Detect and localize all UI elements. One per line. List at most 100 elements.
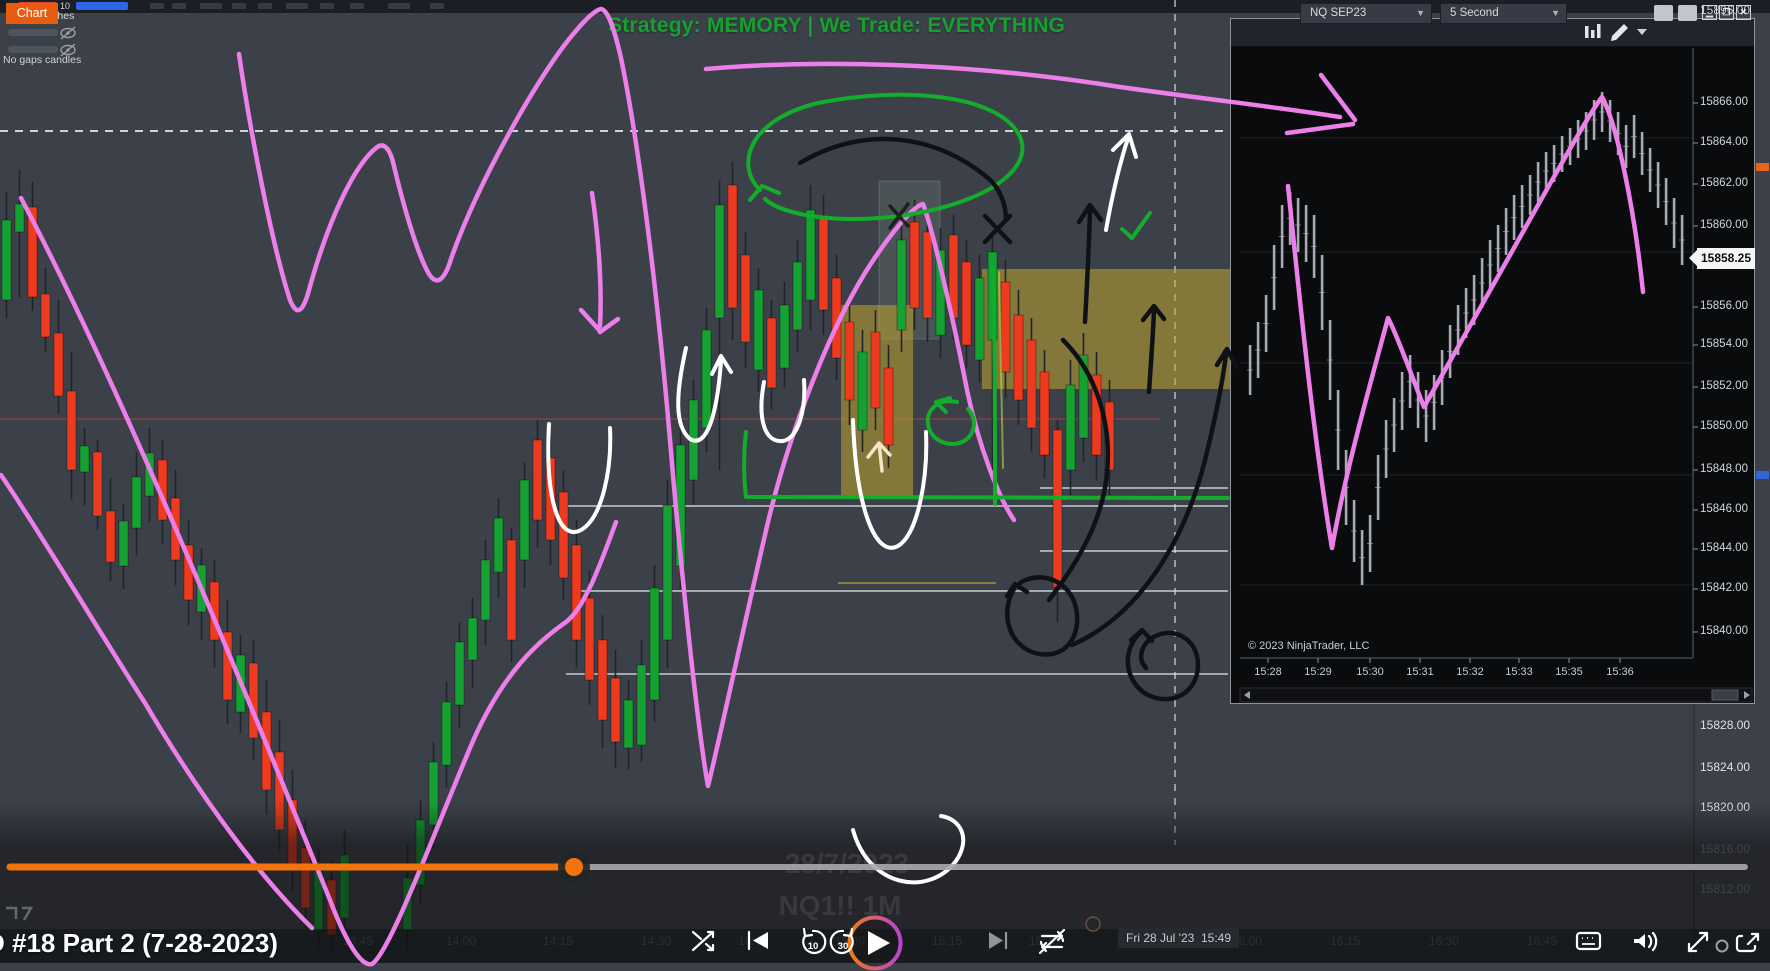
candle (948, 215, 959, 340)
video-title-clipped: D (0, 928, 5, 959)
candle (961, 240, 972, 368)
white-u-left (546, 422, 613, 534)
toolbar-icon[interactable] (320, 3, 334, 9)
candle (1000, 260, 1011, 398)
interval-value: 5 Second (1450, 7, 1499, 19)
candle (766, 300, 777, 410)
toolbar-icon[interactable] (172, 3, 186, 9)
hidden-indicator-row (8, 29, 58, 36)
instrument-dropdown[interactable]: NQ SEP23 ▼ (1300, 3, 1432, 24)
candle (506, 528, 517, 662)
candle (79, 428, 90, 505)
candle (597, 615, 608, 748)
candle (857, 330, 868, 452)
toolbar-icon[interactable] (232, 3, 246, 9)
toolbar-icon[interactable] (430, 3, 444, 9)
green-vline (991, 266, 997, 506)
white-hook-b (759, 378, 807, 444)
panel-button[interactable] (1654, 5, 1673, 21)
pink-w-and-v (236, 6, 1017, 789)
video-watermark-symbol: NQ1!! 1M (778, 890, 902, 921)
candle (753, 268, 764, 392)
candle (805, 185, 816, 330)
mini-price-label: 15860.00 (1700, 219, 1748, 231)
candle (818, 195, 829, 335)
candle (688, 380, 699, 505)
panel-button[interactable] (1678, 5, 1697, 21)
mini-price-label: 15840.00 (1700, 625, 1748, 637)
candle (1013, 290, 1024, 425)
black-up-arrow-2 (1140, 303, 1167, 395)
toolbar-blue-button[interactable] (76, 2, 128, 10)
chevron-down-icon: ▼ (1416, 8, 1425, 18)
candle (441, 682, 452, 788)
candle (623, 680, 634, 770)
green-support-line (742, 430, 1230, 500)
white-up-arrow (1104, 132, 1138, 232)
mini-price-label: 15854.00 (1700, 338, 1748, 350)
toolbar-icon[interactable] (258, 3, 272, 9)
tab-chart[interactable]: Chart (6, 3, 58, 24)
copyright-label: © 2023 NinjaTrader, LLC (1248, 640, 1370, 652)
mini-price-label: 15846.00 (1700, 503, 1748, 515)
candle (183, 520, 194, 625)
green-check (1120, 211, 1152, 240)
toolbar-icon[interactable] (150, 3, 164, 9)
candle (610, 650, 621, 768)
candle (545, 438, 556, 565)
candle (714, 180, 725, 470)
axis-date-box: Fri 28 Jul '23 15:49 (1118, 928, 1240, 948)
mini-price-label: 15852.00 (1700, 380, 1748, 392)
interval-dropdown[interactable]: 5 Second ▼ (1440, 3, 1567, 24)
candle (1091, 352, 1102, 480)
mini-time-label: 15:32 (1456, 666, 1484, 678)
black-x (982, 213, 1013, 245)
restore-icon[interactable]: ❐ (1719, 5, 1734, 20)
candle (701, 308, 712, 452)
mini-price-label: 15848.00 (1700, 463, 1748, 475)
candle (1052, 420, 1063, 622)
toolbar-icon[interactable] (286, 3, 308, 9)
hidden-indicator-row (8, 46, 58, 53)
player-gradient (0, 800, 1770, 845)
candle (248, 640, 259, 760)
candle (649, 565, 660, 722)
order-marker-orange (1756, 163, 1769, 171)
candle (170, 470, 181, 585)
candle (1065, 360, 1076, 498)
toolbar-interval-label: 10 (60, 1, 71, 11)
candle (66, 352, 77, 500)
toolbar-icon[interactable] (350, 3, 364, 9)
candle (144, 428, 155, 522)
candle (519, 462, 530, 588)
price-label: 15828.00 (1700, 718, 1751, 732)
forward-30-label: 30 (837, 941, 849, 952)
candle (92, 440, 103, 530)
candle (454, 622, 465, 728)
black-spiral (1125, 627, 1201, 702)
candle (105, 478, 116, 581)
cream-arrow (866, 441, 892, 473)
candle (209, 560, 220, 668)
toolbar-icon[interactable] (388, 3, 410, 9)
candle (480, 540, 491, 645)
candle (1026, 318, 1037, 452)
candle (584, 570, 595, 705)
mini-time-label: 15:30 (1356, 666, 1384, 678)
candle (922, 210, 933, 342)
candle (636, 640, 647, 762)
candle (844, 300, 855, 425)
close-icon[interactable]: ✕ (1736, 5, 1751, 20)
axis-time: 15:49 (1201, 931, 1232, 945)
indicator-label: No gaps candles (3, 54, 82, 66)
black-up-arrow-1 (1076, 202, 1104, 325)
candle (261, 680, 272, 815)
candle (974, 255, 985, 382)
toolbar-icon[interactable] (200, 3, 222, 9)
mini-price-label: 15844.00 (1700, 542, 1748, 554)
candle (740, 232, 751, 368)
minimize-icon[interactable]: ▁ (1702, 5, 1717, 20)
pink-down-arrow (578, 190, 621, 335)
candle (1039, 350, 1050, 478)
mini-price-label: 15856.00 (1700, 300, 1748, 312)
